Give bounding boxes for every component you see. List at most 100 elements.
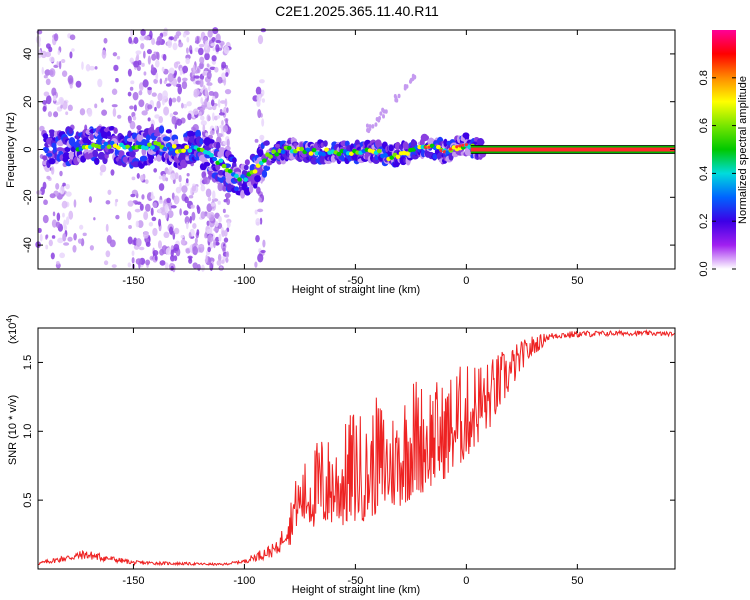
spectrogram-noise-point: [204, 87, 208, 97]
spectrogram-noise-point: [157, 208, 162, 213]
spectrogram-noise-point: [207, 234, 214, 243]
spectrogram-noise-point: [181, 185, 188, 194]
spectrogram-noise-point: [200, 184, 206, 192]
spectrogram-noise-point: [35, 190, 42, 195]
spectrogram-noise-point: [128, 225, 132, 229]
spectrogram-noise-point: [42, 105, 47, 112]
spectrogram-core-point: [165, 142, 171, 148]
spectrogram-noise-point: [45, 234, 49, 239]
spectrogram-y-tick-label: -40: [22, 237, 34, 253]
spectrogram-noise-point: [214, 221, 219, 227]
spectrogram-noise-point: [59, 186, 65, 195]
spectrogram-noise-point: [195, 185, 199, 193]
spectrogram-noise-point: [211, 95, 216, 101]
spectrogram-noise-point: [131, 176, 136, 181]
colorbar-ticks: 0.0 0.2 0.4 0.6 0.8: [698, 70, 736, 277]
spectrogram-band-point: [443, 138, 448, 148]
spectrogram-noise-point: [69, 84, 73, 89]
spectrogram-noise-point: [127, 91, 132, 97]
spectrogram-noise-point: [226, 198, 231, 206]
snr-y-tick-label: 1.0: [22, 424, 34, 439]
spectrogram-noise-point: [218, 233, 222, 242]
spectrogram-noise-point: [82, 232, 87, 237]
snr-panel: -150 -100 -50 0 50 0.5 1.0 1.5 Height of strai…: [5, 314, 676, 596]
spectrogram-core-point: [156, 141, 162, 147]
spectrogram-noise-point: [87, 108, 93, 117]
spectrogram-noise-point: [170, 265, 174, 271]
spectrogram-band-point: [195, 129, 202, 139]
spectrogram-noise-point: [141, 110, 148, 116]
spectrogram-noise-point: [180, 238, 186, 245]
spectrogram-core-point: [311, 147, 317, 153]
spectrogram-noise-point: [225, 251, 230, 258]
spectrogram-band-point: [261, 169, 268, 178]
spectrogram-noise-point: [185, 221, 189, 230]
spectrogram-noise-point: [197, 47, 204, 56]
spectrogram-noise-point: [166, 197, 171, 204]
spectrogram-noise-point: [222, 247, 226, 252]
spectrogram-noise-point: [79, 224, 84, 230]
spectrogram-noise-point: [103, 260, 109, 266]
spectrogram-noise-point: [75, 80, 82, 88]
spectrogram-core-point: [147, 142, 152, 147]
spectrogram-noise-point: [165, 247, 171, 256]
spectrogram-noise-point: [151, 216, 157, 222]
spectrogram-noise-point: [68, 210, 74, 220]
spectrogram-noise-point: [188, 195, 194, 199]
spectrogram-noise-point: [186, 101, 192, 107]
spectrogram-noise-point: [52, 211, 56, 217]
spectrogram-noise-point: [214, 125, 218, 131]
spectrogram-noise-point: [226, 107, 229, 113]
spectrogram-noise-point: [73, 232, 77, 241]
spectrogram-core-point: [234, 173, 239, 179]
colorbar-tick-label: 0.0: [698, 261, 710, 276]
spectrogram-noise-point: [43, 75, 48, 79]
spectrogram-band-point: [108, 126, 116, 131]
spectrogram-noise-point: [55, 221, 61, 228]
spectrogram-noise-point: [256, 186, 261, 195]
spectrogram-noise-point: [190, 49, 193, 55]
spectrogram-core-point: [187, 148, 193, 153]
spectrogram-noise-point: [163, 231, 170, 239]
spectrogram-noise-point: [136, 125, 142, 131]
spectrogram-noise-point: [158, 218, 162, 227]
spectrogram-noise-point: [189, 216, 192, 224]
spectrogram-noise-point: [170, 249, 174, 257]
spectrogram-noise-point: [261, 98, 266, 103]
spectrogram-core-point: [305, 147, 311, 152]
spectrogram-noise-point: [56, 212, 61, 222]
spectrogram-noise-point: [137, 220, 144, 228]
spectrogram-noise-point: [394, 95, 398, 101]
spectrogram-noise-point: [209, 130, 215, 136]
spectrogram-noise-point: [138, 90, 143, 96]
spectrogram-core-point: [115, 145, 121, 150]
spectrogram-noise-point: [204, 40, 208, 50]
spectrogram-core-point: [106, 144, 112, 149]
spectrogram-core-point: [348, 151, 354, 156]
spectrogram-noise-point: [192, 222, 197, 229]
spectrogram-noise-point: [167, 39, 173, 49]
spectrogram-noise-point: [218, 215, 222, 223]
spectrogram-noise-point: [403, 84, 407, 89]
spectrogram-band-point: [58, 150, 64, 156]
spectrogram-noise-point: [141, 62, 145, 67]
spectrogram-noise-point: [172, 42, 178, 51]
spectrogram-noise-point: [105, 200, 111, 205]
spectrogram-noise-point: [67, 104, 73, 112]
spectrogram-noise-point: [97, 78, 103, 88]
spectrogram-noise-point: [201, 171, 207, 179]
spectrogram-noise-point: [127, 211, 132, 221]
spectrogram-noise-point: [144, 179, 149, 185]
spectrogram-peak-point: [449, 147, 453, 151]
spectrogram-noise-point: [138, 82, 143, 90]
spectrogram-noise-point: [212, 112, 215, 121]
spectrogram-noise-point: [47, 111, 53, 118]
spectrogram-noise-point: [37, 227, 42, 234]
spectrogram-noise-point: [45, 43, 51, 49]
spectrogram-core-point: [268, 154, 274, 159]
spectrogram-noise-point: [69, 34, 76, 41]
spectrogram-noise-point: [257, 208, 264, 213]
spectrogram-noise-point: [72, 244, 77, 253]
spectrogram-noise-point: [139, 35, 146, 41]
